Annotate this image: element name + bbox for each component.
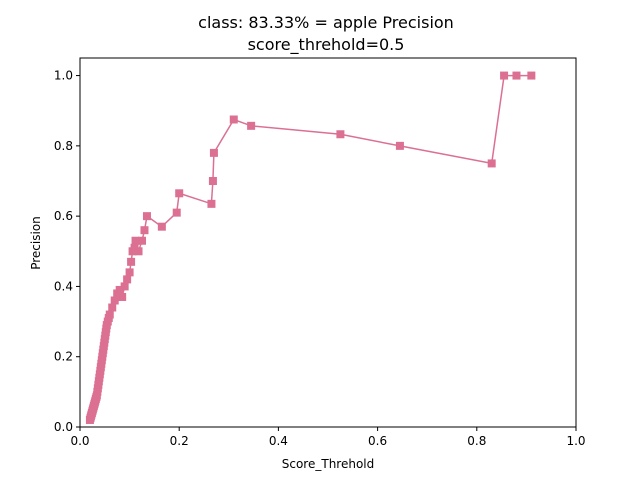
- plot-area: [79, 57, 577, 428]
- data-point: [336, 130, 345, 139]
- data-point: [172, 208, 181, 217]
- data-point: [125, 268, 134, 277]
- data-point: [500, 71, 509, 80]
- data-point: [134, 247, 143, 256]
- data-point: [527, 71, 536, 80]
- data-point: [512, 71, 521, 80]
- x-tick-label: 0.4: [269, 434, 288, 448]
- data-point: [487, 159, 496, 168]
- x-tick-label: 0.2: [170, 434, 189, 448]
- data-point: [131, 236, 140, 245]
- data-point: [207, 199, 216, 208]
- data-point: [229, 115, 238, 124]
- chart-title: class: 83.33% = apple Precision: [198, 13, 454, 32]
- data-point: [123, 275, 132, 284]
- data-point: [175, 189, 184, 198]
- data-point: [209, 148, 218, 157]
- data-point: [140, 226, 149, 235]
- data-point: [127, 257, 136, 266]
- x-tick-label: 0.8: [467, 434, 486, 448]
- y-tick-label: 0.8: [54, 139, 73, 153]
- y-tick-label: 0.2: [54, 350, 73, 364]
- y-axis: 0.0 0.2 0.4 0.6 0.8 1.0: [54, 69, 80, 434]
- data-point: [120, 282, 129, 291]
- data-point: [110, 296, 119, 305]
- x-axis: 0.0 0.2 0.4 0.6 0.8 1.0: [70, 427, 586, 448]
- y-tick-label: 0.6: [54, 209, 73, 223]
- data-point: [395, 141, 404, 150]
- data-point: [157, 222, 166, 231]
- x-tick-label: 0.6: [368, 434, 387, 448]
- y-tick-label: 1.0: [54, 69, 73, 83]
- y-tick-label: 0.4: [54, 279, 73, 293]
- chart-subtitle: score_threhold=0.5: [248, 35, 405, 55]
- x-axis-label: Score_Threhold: [282, 457, 375, 471]
- data-point: [208, 177, 217, 185]
- x-tick-label: 1.0: [566, 434, 585, 448]
- series-precision: [85, 71, 536, 424]
- data-point: [105, 310, 114, 319]
- data-point: [247, 121, 256, 130]
- y-tick-label: 0.0: [54, 420, 73, 434]
- data-point: [118, 292, 127, 301]
- data-point: [142, 212, 151, 221]
- y-axis-label: Precision: [29, 216, 43, 270]
- data-point: [115, 285, 124, 294]
- data-point: [138, 236, 146, 245]
- x-tick-label: 0.0: [70, 434, 89, 448]
- data-point: [108, 303, 117, 312]
